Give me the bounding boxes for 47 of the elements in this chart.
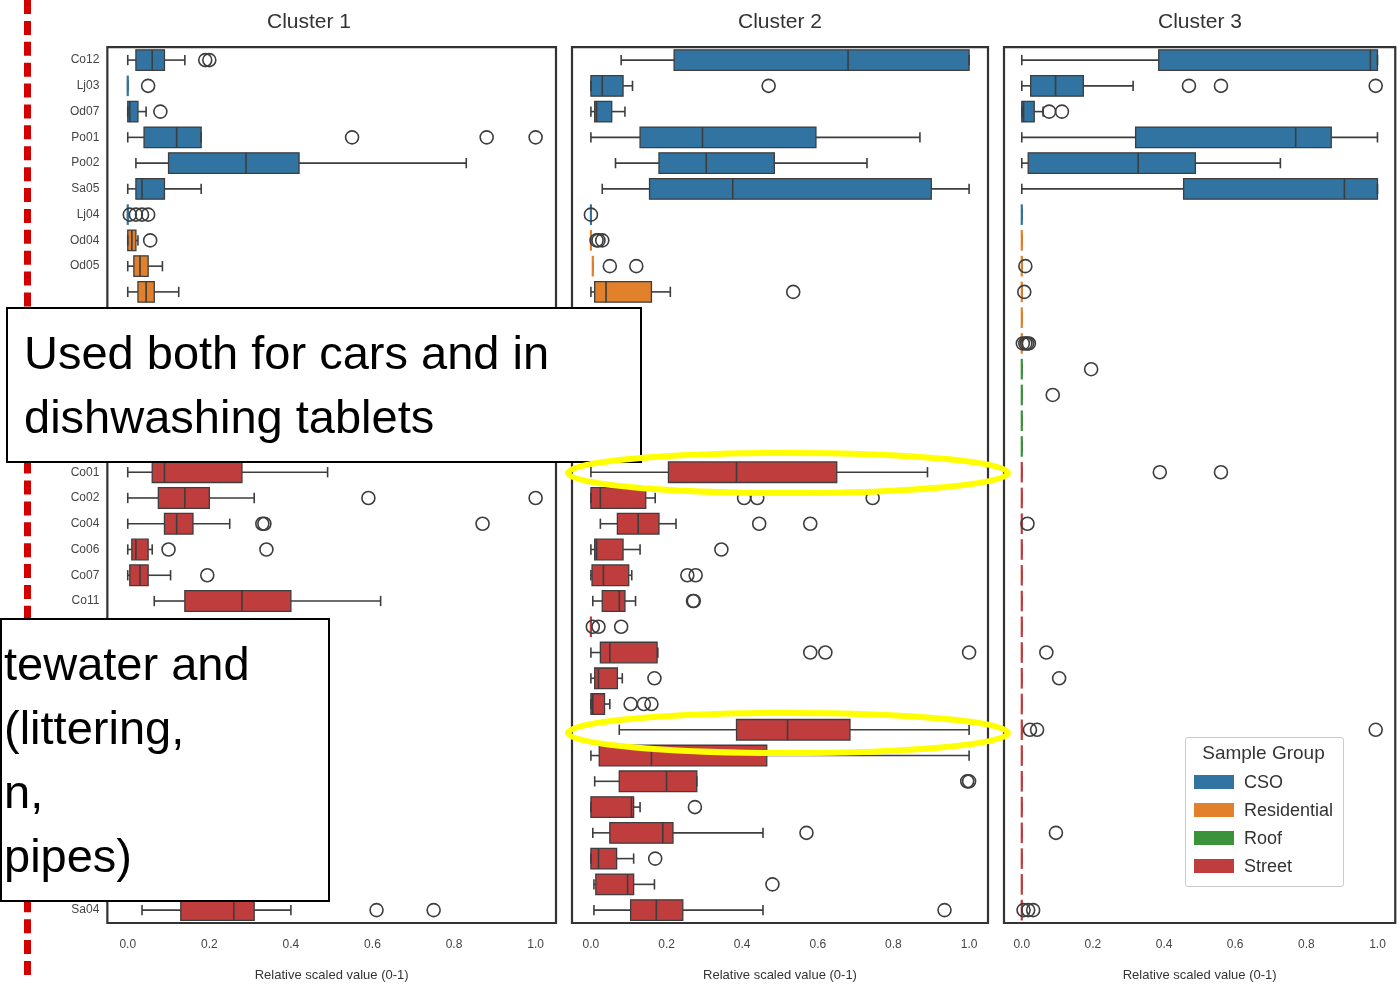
x-tick-label: 0.6 [364,936,382,951]
x-tick-label: 0.0 [582,936,600,951]
legend-label: CSO [1243,771,1283,793]
x-axis-title: Relative scaled value (0-1) [703,966,857,982]
legend-label: Roof [1243,827,1282,849]
y-tick-label: Co02 [70,490,100,505]
x-axis-title: Relative scaled value (0-1) [1122,966,1277,982]
y-tick-label: Co06 [70,541,100,556]
x-tick-label: 0.6 [1226,936,1244,951]
legend-title: Sample Group [1201,742,1326,764]
y-tick-label: Po01 [71,129,100,144]
x-axis-title: Relative scaled value (0-1) [254,966,409,982]
y-tick-label: Od07 [70,103,100,118]
x-tick-label: 0.2 [200,936,218,951]
x-tick-label: 0.8 [445,936,463,951]
y-tick-label: Lj03 [76,78,100,93]
x-tick-label: 0.8 [1298,936,1315,951]
annotation: tewater and (littering, n, pipes) [0,618,330,902]
x-tick-label: 1.0 [1369,936,1387,951]
y-tick-label: Sa05 [71,181,100,196]
x-tick-label: 0.4 [733,936,751,951]
chart-title: Cluster 2 [737,9,823,33]
legend-label: Street [1243,855,1292,877]
y-tick-label: Lj04 [76,206,100,221]
x-tick-label: 0.2 [658,936,676,951]
y-tick-label: Co11 [71,593,100,608]
y-tick-label: Od05 [70,258,100,273]
x-tick-label: 0.8 [885,936,903,951]
y-tick-label: Sa04 [71,902,100,917]
x-tick-label: 0.4 [1155,936,1173,951]
x-tick-label: 1.0 [960,936,978,951]
legend-label: Residential [1243,799,1333,821]
x-tick-label: 0.6 [809,936,827,951]
chart-title: Cluster 3 [1157,9,1243,33]
y-tick-label: Od04 [70,232,100,247]
y-tick-label: Co01 [70,464,100,479]
y-tick-label: Co04 [70,516,100,531]
chart-title: Cluster 1 [266,9,352,33]
x-tick-label: 1.0 [527,936,545,951]
annotation: Used both for cars and in dishwashing tablets [6,307,642,463]
y-tick-label: Po02 [71,155,100,170]
x-tick-label: 0.4 [282,936,300,951]
y-tick-label: Co12 [70,52,100,67]
x-tick-label: 0.0 [1013,936,1031,951]
y-tick-label: Co07 [70,567,100,582]
x-tick-label: 0.0 [119,936,137,951]
x-tick-label: 0.2 [1084,936,1102,951]
